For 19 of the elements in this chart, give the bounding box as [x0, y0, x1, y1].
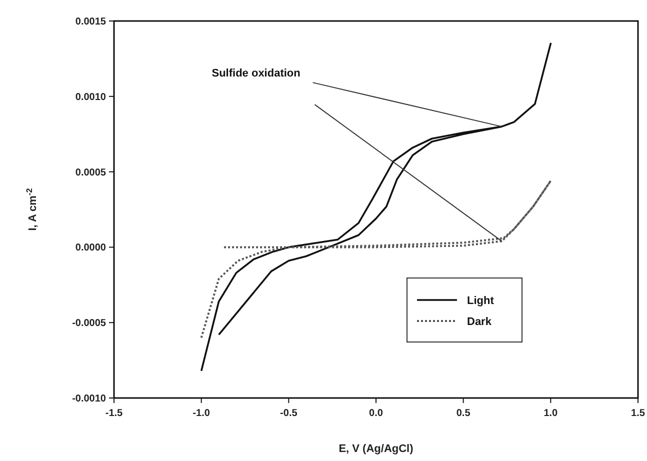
x-tick-label: 1.5 [631, 408, 646, 419]
legend-label: Dark [467, 316, 492, 328]
x-tick-label: -0.5 [280, 408, 298, 419]
x-tick-label: 0.5 [456, 408, 471, 419]
x-tick-label: 0.0 [369, 408, 384, 419]
x-tick-label: -1.5 [105, 408, 124, 419]
x-tick-label: 1.0 [544, 408, 558, 419]
line-series [200, 180, 552, 339]
line-series [200, 42, 552, 372]
y-tick-label: -0.0010 [72, 394, 106, 404]
y-tick-label: 0.0005 [75, 167, 106, 178]
x-tick-label: -1.0 [192, 408, 210, 419]
legend-label: Light [467, 295, 494, 307]
y-tick-label: 0.0010 [75, 92, 106, 103]
y-tick-label: -0.0005 [72, 318, 106, 330]
x-axis-title: E, V (Ag/AgCl) [338, 443, 414, 455]
y-tick-label: 0.0000 [75, 242, 106, 254]
y-tick-label: 0.0015 [75, 16, 106, 28]
annotation: Sulfide oxidation [212, 68, 301, 80]
